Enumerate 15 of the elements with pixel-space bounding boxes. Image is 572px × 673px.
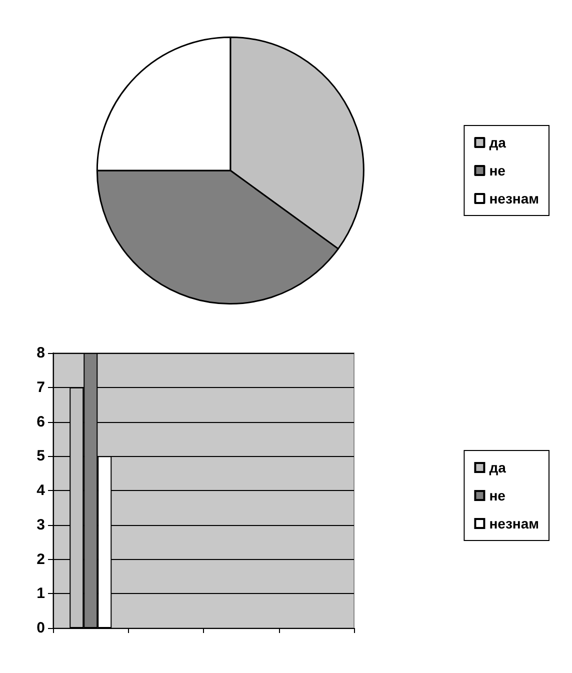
y-tick-label: 5 [36,448,45,465]
y-tick-label: 1 [36,585,45,602]
legend-label: не [489,488,506,504]
legend-label: не [489,162,506,178]
legend-label: незнам [489,516,540,532]
legend-label: да [489,460,506,476]
y-tick-label: 4 [36,482,46,499]
legend-label: незнам [489,190,540,206]
y-tick-label: 0 [36,620,45,636]
y-tick-label: 7 [36,378,45,396]
y-tick-label: 8 [36,344,45,362]
y-tick-label: 6 [36,413,45,430]
y-tick-label: 2 [36,550,45,568]
legend-label: да [489,134,506,150]
y-tick-label: 3 [36,516,45,534]
